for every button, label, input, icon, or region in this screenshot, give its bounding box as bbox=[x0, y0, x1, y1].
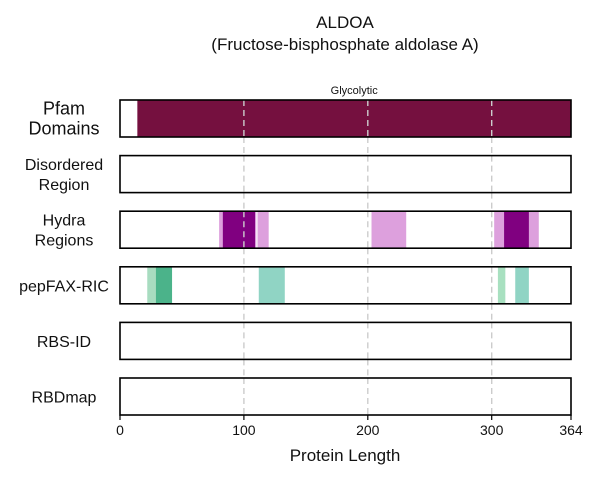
track-rbdmap: RBDmap bbox=[32, 377, 572, 416]
chart-title: ALDOA bbox=[316, 13, 374, 32]
segment-pepfax-4 bbox=[515, 266, 529, 304]
tick-label-364: 364 bbox=[559, 422, 583, 438]
track-disordered: Disordered Region bbox=[25, 154, 572, 194]
segment-hydra-5 bbox=[504, 211, 529, 249]
chart-subtitle: (Fructose-bisphosphate aldolase A) bbox=[211, 35, 478, 54]
track-label-hydra-1: Regions bbox=[35, 233, 94, 250]
segment-pfam-0 bbox=[137, 100, 571, 137]
x-axis: 0 100 200 300 364 bbox=[116, 415, 583, 438]
track-label-rbsid-0: RBS-ID bbox=[37, 334, 91, 351]
segment-hydra-2 bbox=[257, 211, 269, 249]
track-rbsid: RBS-ID bbox=[37, 321, 572, 361]
track-label-pfam-1: Domains bbox=[28, 119, 99, 139]
tick-label-0: 0 bbox=[116, 422, 124, 438]
segment-pepfax-1 bbox=[155, 266, 173, 304]
track-border bbox=[119, 321, 572, 361]
domain-label-0: Glycolytic bbox=[331, 85, 379, 97]
tick-label-300: 300 bbox=[480, 422, 504, 438]
track-label-pfam-0: Pfam bbox=[43, 99, 85, 119]
track-background bbox=[120, 155, 571, 193]
track-label-disordered-0: Disordered bbox=[25, 157, 103, 174]
track-label-disordered-1: Region bbox=[39, 177, 90, 194]
track-label-hydra-0: Hydra bbox=[43, 213, 86, 230]
track-border bbox=[119, 154, 572, 194]
segment-pepfax-2 bbox=[258, 266, 285, 304]
track-border bbox=[119, 99, 572, 138]
tick-label-100: 100 bbox=[232, 422, 256, 438]
segment-hydra-3 bbox=[371, 211, 407, 249]
track-label-rbdmap-0: RBDmap bbox=[32, 390, 97, 407]
segment-pepfax-3 bbox=[497, 266, 506, 304]
track-background bbox=[120, 322, 571, 360]
tick-label-200: 200 bbox=[356, 422, 380, 438]
track-pepfax: pepFAX-RIC bbox=[19, 265, 572, 305]
track-hydra: Hydra Regions bbox=[35, 210, 572, 250]
track-border bbox=[119, 265, 572, 305]
x-axis-label: Protein Length bbox=[290, 446, 401, 465]
track-background bbox=[120, 266, 571, 304]
track-background bbox=[120, 378, 571, 415]
gridlines bbox=[243, 137, 493, 378]
track-border bbox=[119, 377, 572, 416]
track-border bbox=[119, 210, 572, 249]
segment-hydra-1 bbox=[222, 211, 256, 249]
track-label-pepfax-0: pepFAX-RIC bbox=[19, 278, 109, 295]
